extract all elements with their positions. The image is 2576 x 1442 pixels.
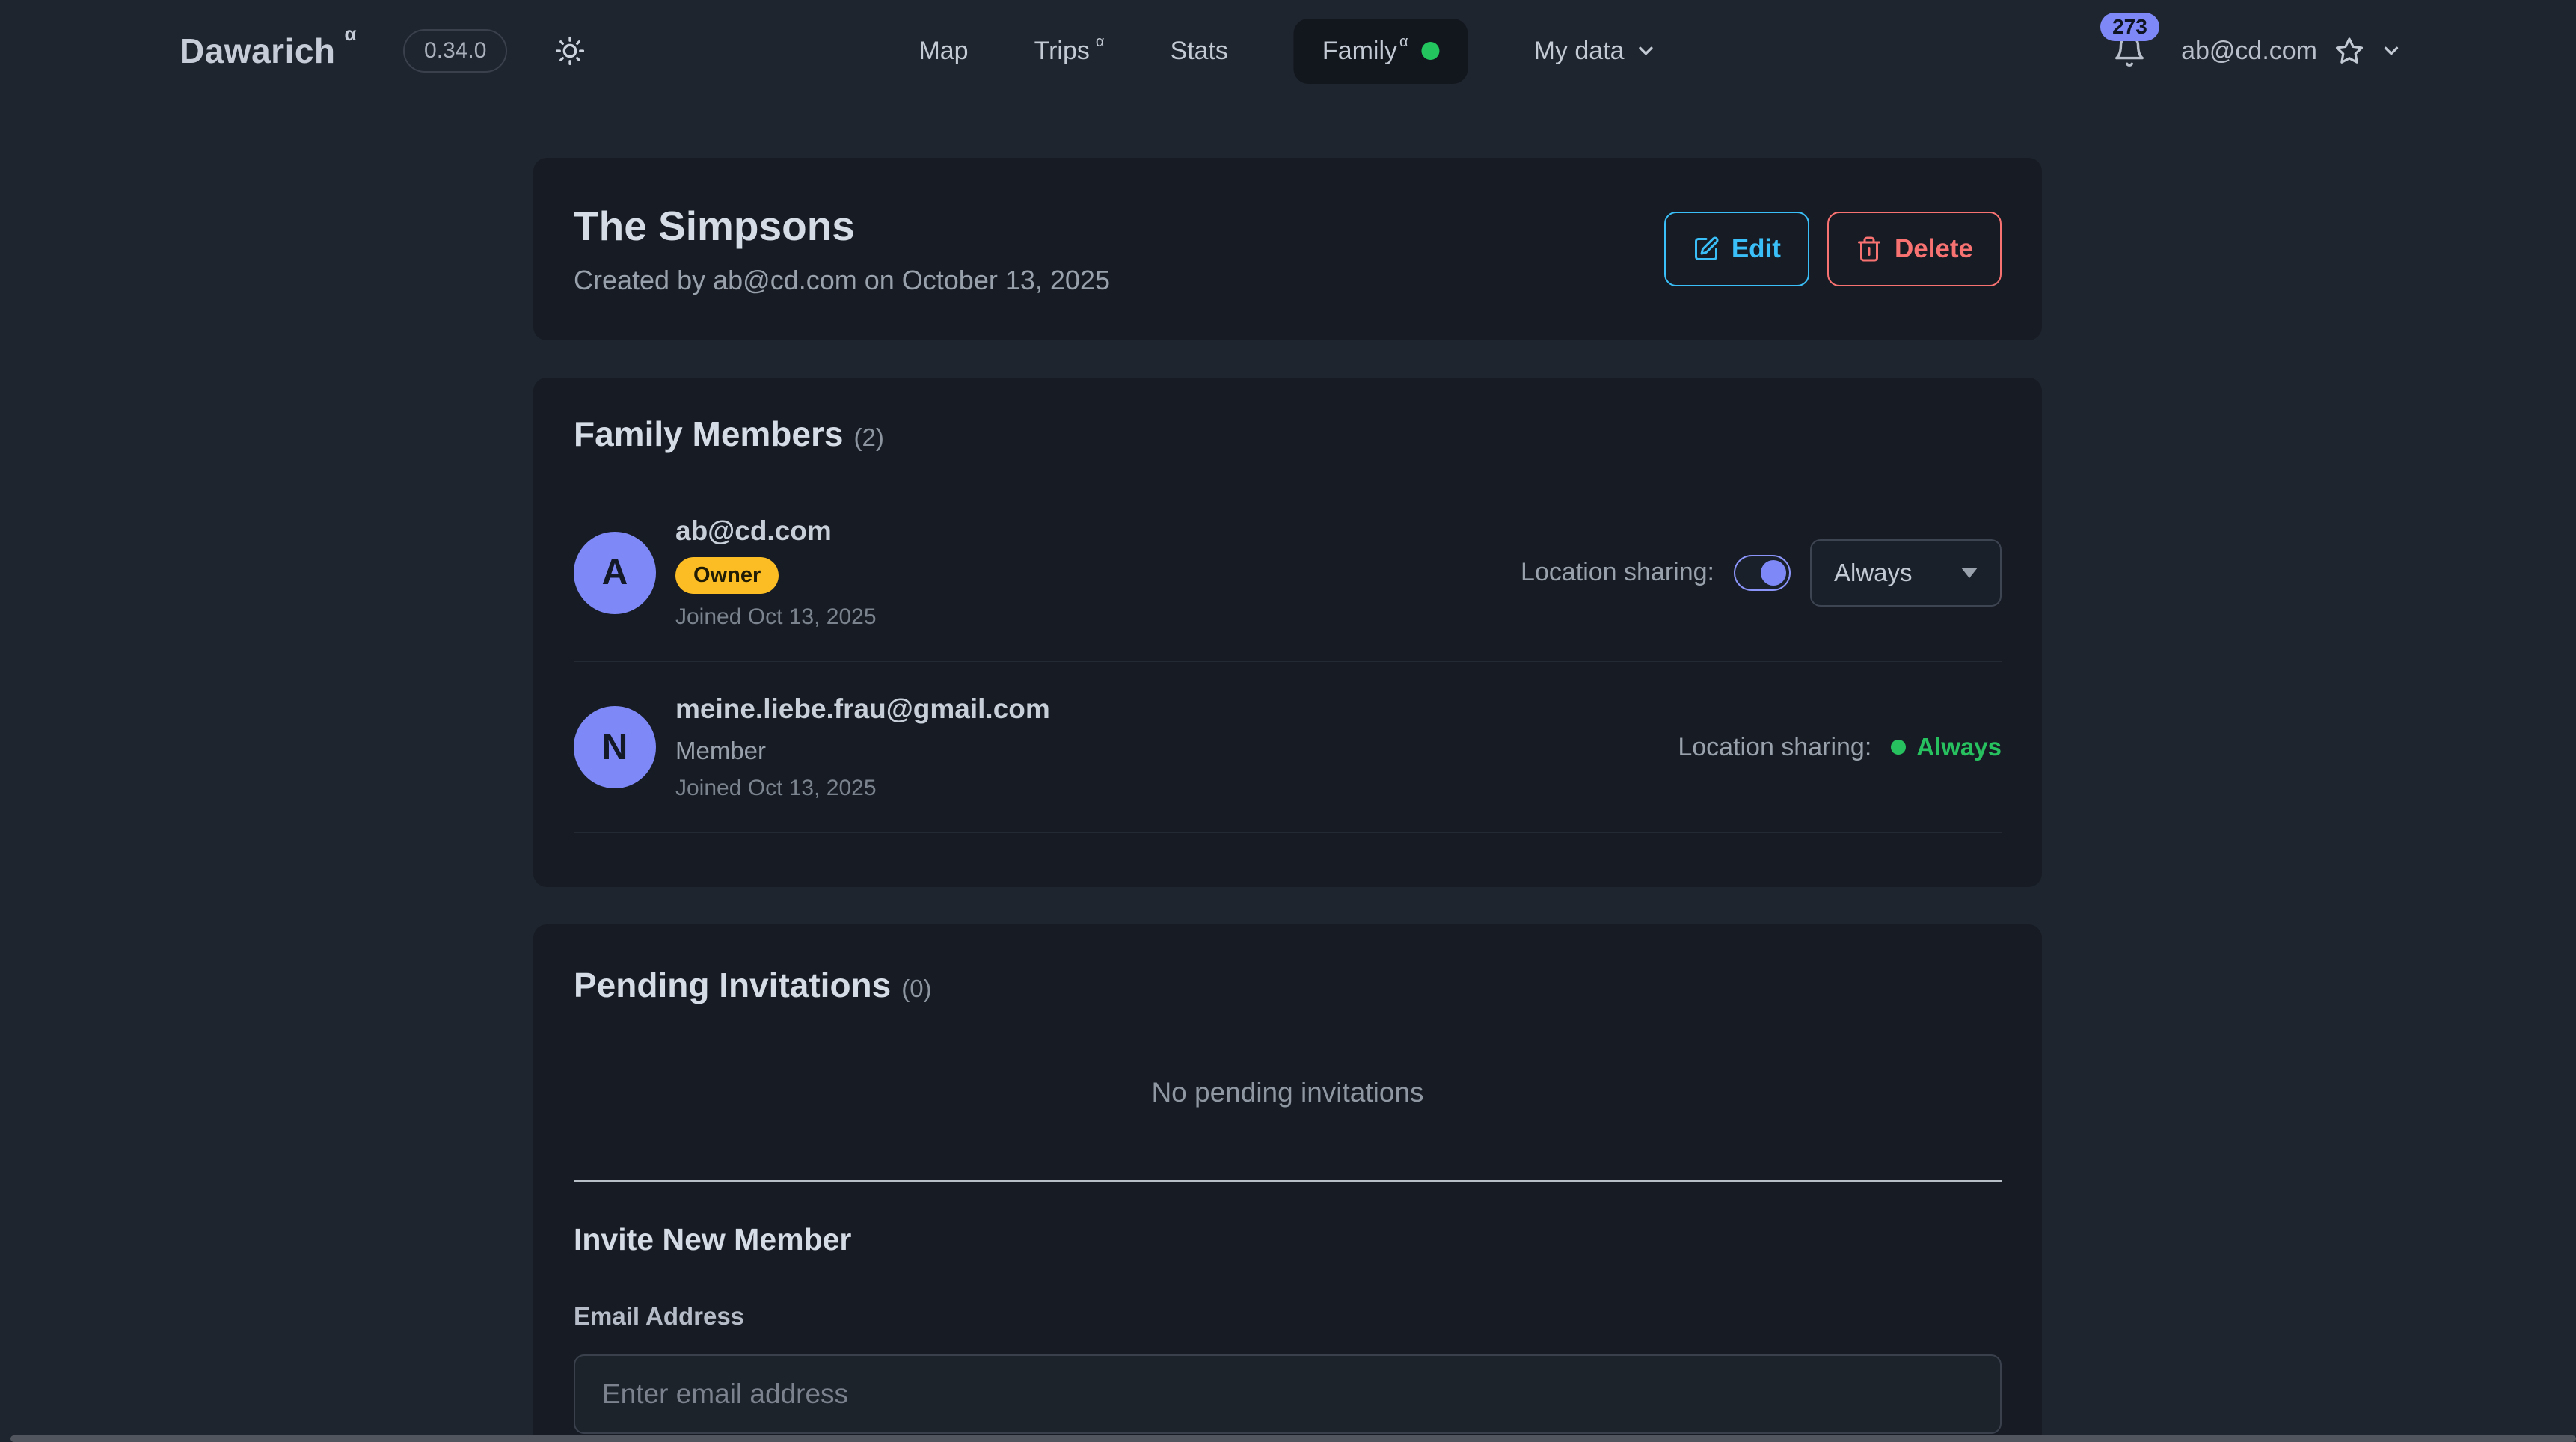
family-members-card: Family Members (2) A ab@cd.com Owner Joi…: [533, 378, 2042, 887]
member-email: meine.liebe.frau@gmail.com: [675, 693, 1050, 724]
nav-item-my-data[interactable]: My data: [1534, 37, 1657, 66]
sharing-mode-value: Always: [1834, 558, 1913, 586]
owner-role-badge: Owner: [675, 557, 779, 594]
nav-item-stats[interactable]: Stats: [1170, 37, 1227, 66]
alpha-superscript: α: [1399, 33, 1408, 50]
caret-down-icon: [1961, 567, 1978, 578]
nav-item-map[interactable]: Map: [919, 37, 968, 66]
family-name-title: The Simpsons: [574, 203, 855, 249]
member-info: meine.liebe.frau@gmail.com Member Joined…: [675, 693, 1050, 801]
member-row: N meine.liebe.frau@gmail.com Member Join…: [574, 662, 2002, 833]
navbar-left: Dawarich α 0.34.0: [180, 22, 586, 73]
alpha-superscript: α: [344, 22, 358, 45]
pending-section-title: Pending Invitations: [574, 966, 892, 1004]
email-address-label: Email Address: [574, 1302, 745, 1330]
trash-icon: [1856, 236, 1883, 263]
member-role-text: Member: [675, 737, 767, 764]
nav-item-family[interactable]: Family α: [1293, 18, 1468, 84]
family-header-info: The Simpsons Created by ab@cd.com on Oct…: [574, 202, 1110, 296]
nav-trips-label: Trips: [1034, 36, 1090, 65]
avatar: A: [574, 531, 656, 614]
notifications-button[interactable]: 273: [2100, 13, 2159, 68]
nav-stats-label: Stats: [1170, 36, 1228, 65]
members-list: A ab@cd.com Owner Joined Oct 13, 2025 Lo…: [574, 493, 2002, 833]
sharing-status-value: Always: [1916, 733, 2002, 761]
navbar-right: 273 ab@cd.com: [2100, 13, 2402, 68]
member-sharing-controls: Location sharing: Always: [1521, 539, 2002, 607]
location-sharing-label: Location sharing:: [1678, 732, 1872, 761]
toggle-knob: [1761, 559, 1786, 586]
location-sharing-label: Location sharing:: [1521, 558, 1714, 586]
app-logo[interactable]: Dawarich α: [180, 22, 357, 71]
pending-invitations-card: Pending Invitations (0) No pending invit…: [533, 924, 2042, 1442]
member-joined-date: Joined Oct 13, 2025: [675, 776, 877, 800]
chevron-down-icon: [1635, 40, 1657, 62]
nav-mydata-label: My data: [1533, 36, 1625, 65]
member-email: ab@cd.com: [675, 515, 832, 546]
pending-section-header: Pending Invitations (0): [574, 965, 2002, 1005]
edit-family-button[interactable]: Edit: [1663, 212, 1809, 286]
theme-toggle-button[interactable]: [553, 34, 586, 67]
nav-item-trips[interactable]: Trips α: [1034, 33, 1105, 66]
nav-family-label: Family: [1322, 36, 1398, 65]
nav-map-label: Map: [919, 36, 969, 65]
delete-button-label: Delete: [1894, 234, 1973, 263]
delete-family-button[interactable]: Delete: [1827, 212, 2002, 286]
location-sharing-toggle[interactable]: [1734, 554, 1791, 591]
horizontal-scrollbar[interactable]: [10, 1435, 2576, 1442]
family-created-subtitle: Created by ab@cd.com on October 13, 2025: [574, 265, 1110, 295]
main-nav: Map Trips α Stats Family α My data: [919, 0, 1657, 102]
app-logo-text: Dawarich: [180, 31, 336, 70]
edit-button-label: Edit: [1731, 234, 1781, 263]
sharing-status: Always: [1891, 733, 2002, 761]
star-icon[interactable]: [2334, 35, 2365, 67]
email-input[interactable]: [574, 1354, 2002, 1434]
pending-count: (0): [901, 975, 932, 1002]
family-online-dot: [1421, 42, 1440, 60]
avatar: N: [574, 706, 656, 788]
invite-new-member-title: Invite New Member: [574, 1222, 852, 1257]
green-status-dot: [1891, 740, 1907, 755]
edit-pencil-icon: [1693, 236, 1720, 263]
members-section-header: Family Members (2): [574, 414, 2002, 454]
notifications-count-badge: 273: [2100, 13, 2159, 41]
version-badge: 0.34.0: [403, 29, 508, 73]
member-info: ab@cd.com Owner Joined Oct 13, 2025: [675, 515, 877, 630]
sun-icon: [553, 34, 586, 67]
family-header-card: The Simpsons Created by ab@cd.com on Oct…: [533, 158, 2042, 340]
member-sharing-status: Location sharing: Always: [1678, 733, 2002, 762]
alpha-superscript: α: [1095, 33, 1105, 50]
members-section-title: Family Members: [574, 414, 844, 453]
family-actions: Edit Delete: [1663, 212, 2002, 286]
members-count: (2): [853, 423, 884, 451]
no-pending-invitations-text: No pending invitations: [1151, 1077, 1424, 1108]
top-navbar: Dawarich α 0.34.0 Map Trips α Stats: [0, 0, 2576, 102]
user-menu-chevron-icon[interactable]: [2380, 40, 2402, 62]
sharing-mode-dropdown[interactable]: Always: [1810, 539, 2002, 607]
user-email[interactable]: ab@cd.com: [2181, 36, 2317, 65]
member-row: A ab@cd.com Owner Joined Oct 13, 2025 Lo…: [574, 493, 2002, 662]
member-joined-date: Joined Oct 13, 2025: [675, 604, 877, 629]
section-divider: [574, 1180, 2002, 1182]
